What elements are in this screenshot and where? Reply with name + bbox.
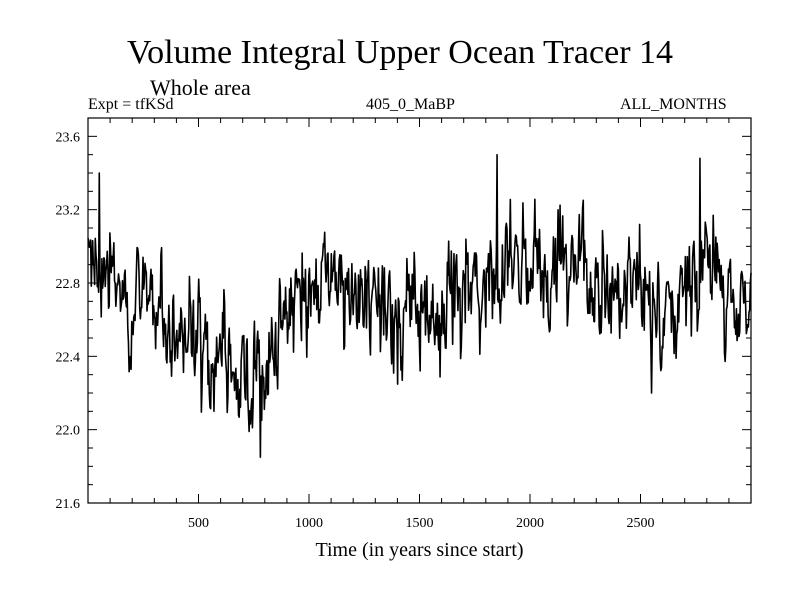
y-tick-label: 21.6	[56, 497, 81, 512]
months-label: ALL_MONTHS	[620, 96, 727, 113]
x-tick-label: 1500	[406, 516, 434, 531]
y-tick-label: 23.2	[56, 204, 81, 219]
series-line	[87, 153, 752, 458]
experiment-label: Expt = tfKSd	[88, 96, 174, 113]
series-layer	[87, 153, 752, 458]
x-tick-label: 2000	[516, 516, 544, 531]
ticks-layer: 500 1000 1500 2000 2500 21.6 22.0 22.4 22.8 23.2 2…	[56, 117, 751, 531]
period-label: 405_0_MaBP	[366, 96, 455, 113]
x-tick-label: 500	[188, 516, 209, 531]
chart-subtitle: Whole area	[150, 75, 251, 100]
x-tick-label: 1000	[295, 516, 323, 531]
y-tick-label: 22.0	[56, 424, 81, 439]
plot-frame	[87, 117, 752, 504]
y-tick-label: 23.6	[56, 130, 81, 145]
x-tick-label: 2500	[627, 516, 655, 531]
y-tick-label: 22.4	[56, 350, 81, 365]
y-tick-label: 22.8	[56, 277, 81, 292]
x-axis-title: Time (in years since start)	[315, 539, 523, 561]
chart-title: Volume Integral Upper Ocean Tracer 14	[126, 34, 674, 71]
